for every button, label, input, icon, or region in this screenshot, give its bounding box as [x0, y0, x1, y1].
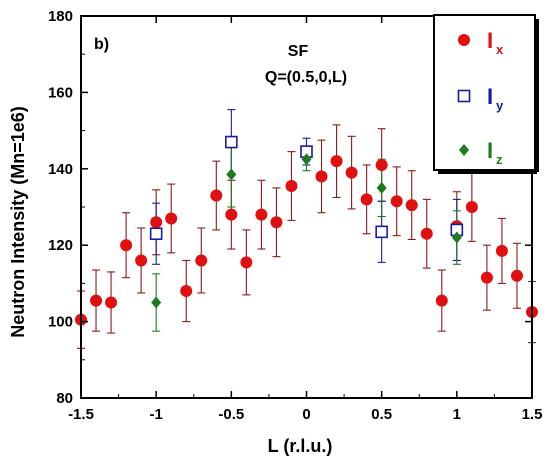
- Ix-point: [195, 254, 208, 267]
- Iy-point-legend-marker: [457, 89, 471, 103]
- Ix-point: [285, 179, 298, 192]
- Ix-point: [435, 294, 448, 307]
- Ix-point: [465, 201, 478, 213]
- Ix-point: [135, 254, 148, 267]
- Ix-point: [240, 256, 253, 269]
- annotation-q-vector: Q=(0.5,0,L): [265, 69, 347, 86]
- Iz-point: [301, 153, 312, 166]
- y-tick-label: 100: [48, 314, 73, 331]
- Iz-legend-label: I: [487, 138, 493, 163]
- x-tick-label: -1: [149, 406, 162, 423]
- Ix-point: [180, 285, 193, 298]
- Iy-legend-subscript: y: [496, 98, 504, 113]
- Iz-legend-subscript: z: [496, 152, 503, 167]
- Ix-point: [330, 155, 343, 168]
- annotation-sf: SF: [288, 43, 309, 60]
- Ix-point: [420, 227, 433, 240]
- y-tick-label: 160: [48, 84, 73, 101]
- Iz-point: [226, 168, 237, 181]
- Iz-point: [376, 181, 387, 194]
- Ix-point: [360, 193, 373, 206]
- Ix-point: [225, 208, 238, 221]
- panel-label: b): [94, 36, 109, 53]
- x-tick-label: 1.5: [522, 406, 543, 423]
- Ix-point: [270, 216, 283, 229]
- x-tick-label: 1: [453, 406, 461, 423]
- y-tick-label: 180: [48, 8, 73, 25]
- Iz-point: [151, 296, 162, 309]
- x-tick-label: -0.5: [218, 406, 244, 423]
- ticks-layer: -1.5 -1 -0.5 0 0.5 1 1.5 80 100 120 140 160 180: [48, 8, 542, 423]
- Ix-point: [375, 158, 388, 171]
- Ix-point: [90, 294, 103, 307]
- Ix-point: [390, 195, 403, 208]
- Ix-point: [165, 212, 178, 225]
- Ix-point: [120, 239, 133, 252]
- x-tick-label: 0.5: [371, 406, 392, 423]
- Ix-point: [210, 189, 223, 202]
- x-tick-label: 0: [302, 406, 310, 423]
- Iy-legend-label: I: [487, 84, 493, 109]
- Iz-point-legend-marker: [459, 144, 469, 156]
- Ix-point: [345, 166, 358, 179]
- Iz-point: [451, 231, 462, 244]
- Iy-point: [225, 135, 238, 149]
- Iy-point: [149, 227, 163, 241]
- Ix-point: [480, 271, 493, 284]
- Ix-point: [405, 199, 418, 212]
- Ix-point: [150, 216, 163, 229]
- markers-layer: [75, 135, 538, 326]
- Ix-point: [105, 296, 118, 309]
- y-tick-label: 120: [48, 237, 73, 254]
- Iy-point: [375, 225, 388, 239]
- Ix-point: [510, 269, 523, 282]
- y-axis-title: Neutron Intensity (Mn=1e6): [8, 106, 28, 338]
- Ix-legend-subscript: x: [496, 42, 504, 57]
- Ix-point: [315, 170, 328, 183]
- Ix-point: [495, 244, 508, 257]
- legend-box: [433, 14, 536, 171]
- Ix-point-legend-marker: [458, 34, 470, 46]
- x-axis-title: L (r.l.u.): [268, 436, 333, 456]
- x-tick-label: -1.5: [68, 406, 94, 423]
- y-tick-label: 140: [48, 161, 73, 178]
- y-tick-label: 80: [56, 390, 73, 407]
- Ix-legend-label: I: [487, 28, 493, 53]
- Ix-point: [255, 208, 268, 221]
